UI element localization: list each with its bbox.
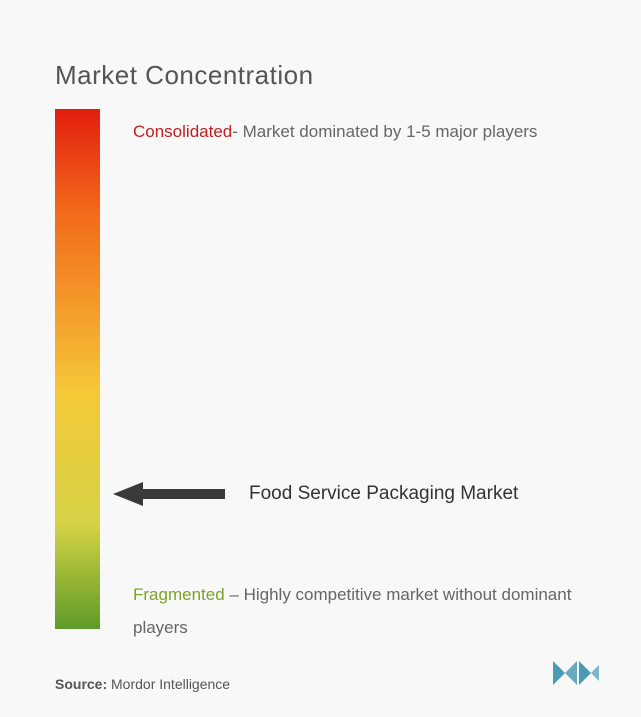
market-label: Food Service Packaging Market <box>249 483 518 505</box>
page-title: Market Concentration <box>55 60 586 91</box>
source-attribution: Source: Mordor Intelligence <box>55 676 230 692</box>
source-value: Mordor Intelligence <box>111 676 230 692</box>
fragmented-description: Fragmented – Highly competitive market w… <box>133 579 586 644</box>
concentration-gradient-bar <box>55 109 100 629</box>
fragmented-label: Fragmented <box>133 585 225 604</box>
content-area: Consolidated- Market dominated by 1-5 ma… <box>55 109 586 629</box>
consolidated-label: Consolidated <box>133 122 232 141</box>
mordor-logo-icon <box>551 659 601 699</box>
consolidated-description: Consolidated- Market dominated by 1-5 ma… <box>133 117 586 148</box>
arrow-left-icon <box>113 482 225 506</box>
market-position-marker: Food Service Packaging Market <box>113 482 518 506</box>
consolidated-text: - Market dominated by 1-5 major players <box>232 122 537 141</box>
source-prefix: Source: <box>55 676 107 692</box>
